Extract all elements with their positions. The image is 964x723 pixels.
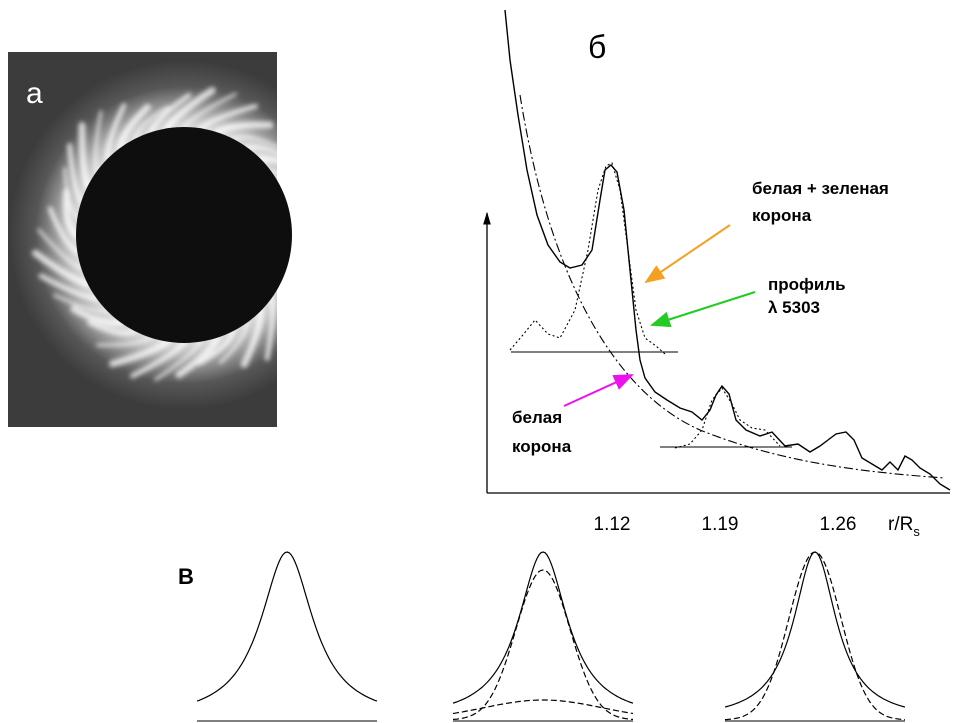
eclipse-photo: а (8, 52, 336, 427)
profile-curve (452, 699, 634, 715)
corona-streak (105, 103, 127, 162)
corona-streak (163, 86, 216, 132)
profile-curve (452, 551, 634, 704)
panel-label: а (26, 77, 43, 110)
corona-streak (117, 103, 152, 152)
corona-streak (231, 135, 280, 149)
corona-streak (283, 198, 333, 244)
x-axis-label-sub: s (913, 524, 920, 539)
corona-streak (240, 307, 264, 368)
annotation: белая + зеленая (752, 179, 889, 198)
profile-curve (196, 551, 378, 702)
corona-streak (175, 334, 221, 379)
line-profile (674, 387, 781, 449)
line-profile (509, 162, 666, 355)
corona-streak (78, 121, 92, 190)
line-shapes (196, 551, 906, 722)
annotation: корона (512, 437, 572, 456)
corona-streak (53, 293, 110, 313)
corona-streak (38, 273, 100, 301)
corona-streak (130, 340, 187, 379)
corona-streak (244, 144, 297, 164)
corona-streak (218, 320, 249, 365)
corona-streak (87, 320, 138, 336)
white-corona-curve (519, 94, 946, 479)
corona-streak (62, 188, 80, 239)
corona-streak (70, 305, 125, 327)
panel-label: б (588, 29, 606, 65)
x-tick-label: 1.26 (820, 514, 857, 535)
annotation: белая (512, 408, 562, 427)
corona-streak (256, 155, 317, 179)
arrow (650, 291, 756, 328)
corona-streak (288, 249, 306, 304)
corona-streak (289, 216, 320, 263)
corona-streak (67, 142, 84, 205)
corona-streak (213, 121, 274, 136)
corona-streak (63, 167, 79, 220)
total-profile (504, 9, 951, 491)
profile-curve (724, 551, 906, 708)
corona-streak (182, 92, 237, 129)
corona-streak (148, 92, 192, 135)
corona-streak (269, 170, 329, 196)
annotation: корона (752, 206, 812, 225)
profile-curve (452, 569, 634, 720)
corona-streak (198, 103, 259, 131)
corona-streak (37, 228, 83, 270)
panel-label: В (178, 564, 194, 589)
x-tick-label: 1.12 (594, 514, 631, 535)
corona-streak (93, 110, 103, 174)
x-tick-label: 1.19 (702, 514, 739, 535)
corona-streak (283, 264, 302, 329)
corona-streak (47, 206, 80, 255)
arrow (563, 374, 634, 407)
corona-streak (197, 328, 236, 366)
x-axis-label: r/Rs (888, 514, 920, 539)
corona-streak (277, 183, 336, 220)
corona-streak (264, 295, 276, 361)
annotation: λ 5303 (768, 298, 820, 317)
corona-streak (133, 105, 170, 141)
arrow (644, 224, 731, 284)
x-axis-label-main: r/R (888, 514, 913, 535)
corona-streak (31, 249, 92, 288)
profile-plot (483, 9, 951, 494)
corona-streak (96, 336, 153, 347)
corona-streak (154, 340, 203, 382)
corona-streak (108, 338, 171, 368)
annotation: профиль (768, 275, 846, 294)
corona-streak (278, 282, 288, 347)
profile-curve (724, 551, 906, 721)
